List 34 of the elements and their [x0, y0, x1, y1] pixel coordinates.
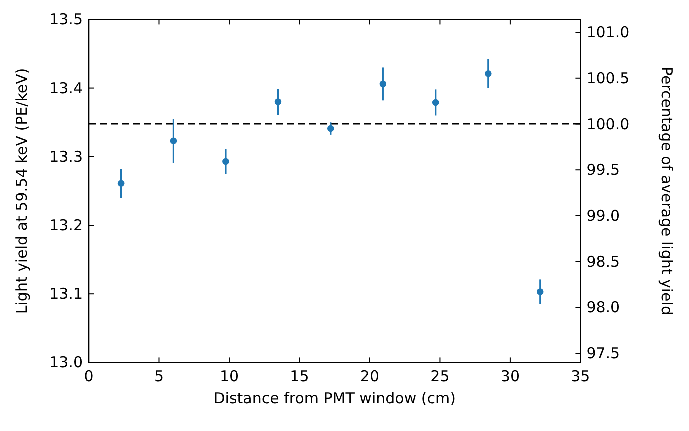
- x-tick-label: 30: [500, 368, 520, 386]
- y2-tick-label: 100.5: [586, 69, 630, 88]
- y-tick-label: 13.0: [50, 354, 83, 372]
- point: [380, 80, 387, 88]
- y2-tick-label: 99.5: [586, 161, 620, 180]
- y-tick-label: 13.3: [50, 148, 83, 166]
- y2-axis-title: Percentage of average light yield: [658, 66, 676, 316]
- y2-tick-label: 100.0: [586, 115, 630, 134]
- y-tick-label: 13.2: [50, 216, 83, 234]
- x-tick-label: 5: [154, 368, 164, 386]
- point: [485, 70, 492, 78]
- point: [536, 288, 544, 296]
- y2-tick-label: 98.5: [586, 252, 620, 271]
- y-tick-label: 13.5: [50, 10, 83, 29]
- x-tick-label: 15: [290, 368, 310, 386]
- x-tick-label: 10: [220, 368, 240, 386]
- x-tick-label: 0: [84, 368, 94, 386]
- point: [432, 99, 440, 106]
- point: [274, 98, 282, 106]
- y-axis-title: Light yield at 59.54 keV (PE/keV): [13, 68, 31, 314]
- y2-tick-label: 98.0: [586, 298, 620, 317]
- point: [170, 138, 178, 144]
- point: [328, 125, 334, 132]
- x-tick-label: 25: [430, 368, 450, 386]
- y2-tick-label: 99.0: [586, 206, 620, 225]
- y2-tick-label: 97.5: [586, 344, 620, 363]
- y-tick-label: 13.1: [50, 285, 83, 304]
- x-tick-label: 20: [360, 368, 380, 386]
- x-tick-label: 35: [571, 368, 590, 386]
- y-tick-label: 13.4: [50, 79, 83, 98]
- y2-tick-label: 101.0: [586, 24, 630, 42]
- point: [118, 180, 125, 188]
- x-axis-title: Distance from PMT window (cm): [214, 390, 456, 408]
- point: [222, 158, 230, 166]
